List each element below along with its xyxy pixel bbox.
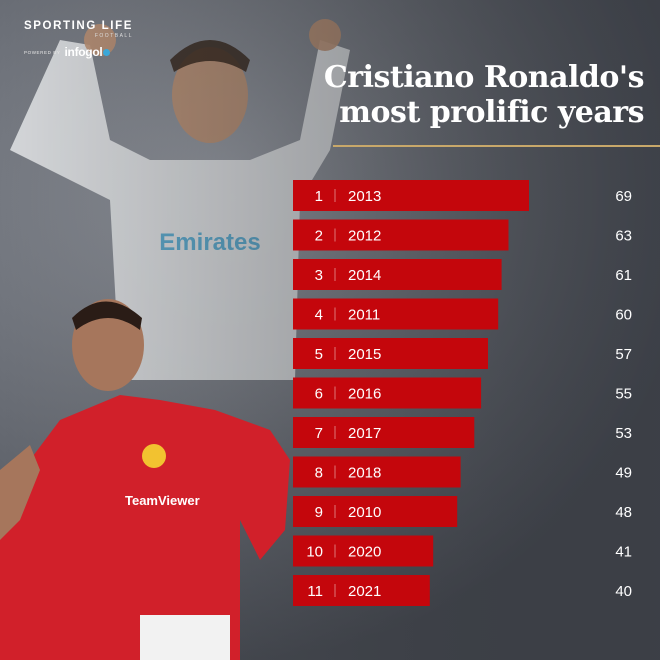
bar	[293, 417, 475, 448]
infogol-logo: infogol	[65, 45, 111, 59]
value-label: 48	[615, 504, 632, 521]
brand-name: SPORTING LIFE	[24, 20, 133, 32]
title-line-1: Cristiano Ronaldo's	[323, 60, 645, 95]
value-label: 57	[615, 346, 632, 363]
infogol-wordmark: infogol	[64, 45, 103, 59]
value-label: 41	[615, 544, 632, 561]
rank-label: 6	[315, 386, 323, 403]
value-label: 63	[615, 228, 632, 245]
year-label: 2016	[348, 386, 381, 403]
value-label: 40	[615, 583, 632, 600]
bar-row: 2 2012 63	[293, 219, 632, 251]
value-label: 61	[615, 267, 632, 284]
rank-label: 10	[306, 544, 323, 561]
brand-section: FOOTBALL	[94, 33, 133, 39]
bar	[293, 219, 509, 251]
bar	[293, 377, 482, 409]
rank-label: 4	[315, 307, 323, 324]
year-label: 2021	[348, 583, 381, 600]
year-label: 2012	[348, 228, 381, 245]
bar	[293, 456, 461, 488]
title-line-2: most prolific years	[339, 95, 644, 130]
year-label: 2010	[348, 504, 381, 521]
bar-row: 4 2011 60	[293, 298, 632, 330]
bar-row: 5 2015 57	[293, 338, 632, 369]
rank-label: 3	[315, 267, 323, 284]
value-label: 60	[615, 307, 632, 324]
infogol-dot-icon	[103, 49, 111, 57]
bar	[293, 259, 502, 290]
bar	[293, 575, 430, 606]
rank-label: 8	[315, 465, 323, 482]
year-label: 2011	[348, 307, 380, 324]
powered-by-row: POWERED BY infogol	[24, 45, 133, 59]
bar	[293, 535, 434, 567]
rank-label: 5	[315, 346, 323, 363]
value-label: 69	[615, 188, 632, 205]
sporting-life-logo: SPORTING LIFE FOOTBALL POWERED BY infogo…	[24, 20, 133, 59]
rank-label: 9	[315, 504, 323, 521]
value-label: 49	[615, 465, 632, 482]
rank-label: 11	[307, 583, 323, 600]
year-label: 2013	[348, 188, 381, 205]
bar-row: 6 2016 55	[293, 377, 632, 409]
bar	[293, 496, 458, 527]
bar	[293, 180, 529, 211]
rank-label: 1	[315, 188, 323, 205]
title-divider	[333, 145, 660, 147]
svg-text:TeamViewer: TeamViewer	[125, 493, 200, 508]
value-label: 55	[615, 386, 632, 403]
bar-row: 10 2020 41	[293, 535, 632, 567]
bar-row: 7 2017 53	[293, 417, 632, 448]
year-label: 2018	[348, 465, 381, 482]
year-label: 2017	[348, 425, 381, 442]
powered-by-label: POWERED BY	[24, 49, 61, 55]
year-label: 2015	[348, 346, 381, 363]
year-label: 2020	[348, 544, 381, 561]
red-kit-player: TeamViewer	[0, 299, 290, 660]
rank-label: 2	[315, 228, 323, 245]
bar-row: 3 2014 61	[293, 259, 632, 290]
bar-row: 8 2018 49	[293, 456, 632, 488]
bar-row: 9 2010 48	[293, 496, 632, 527]
bar-row: 1 2013 69	[293, 180, 632, 211]
chart-title: Cristiano Ronaldo's most prolific years	[323, 60, 645, 130]
year-label: 2014	[348, 267, 381, 284]
rank-label: 7	[315, 425, 323, 442]
bar	[293, 338, 488, 369]
bar	[293, 298, 499, 330]
value-label: 53	[615, 425, 632, 442]
bar-row: 11 2021 40	[293, 575, 632, 606]
